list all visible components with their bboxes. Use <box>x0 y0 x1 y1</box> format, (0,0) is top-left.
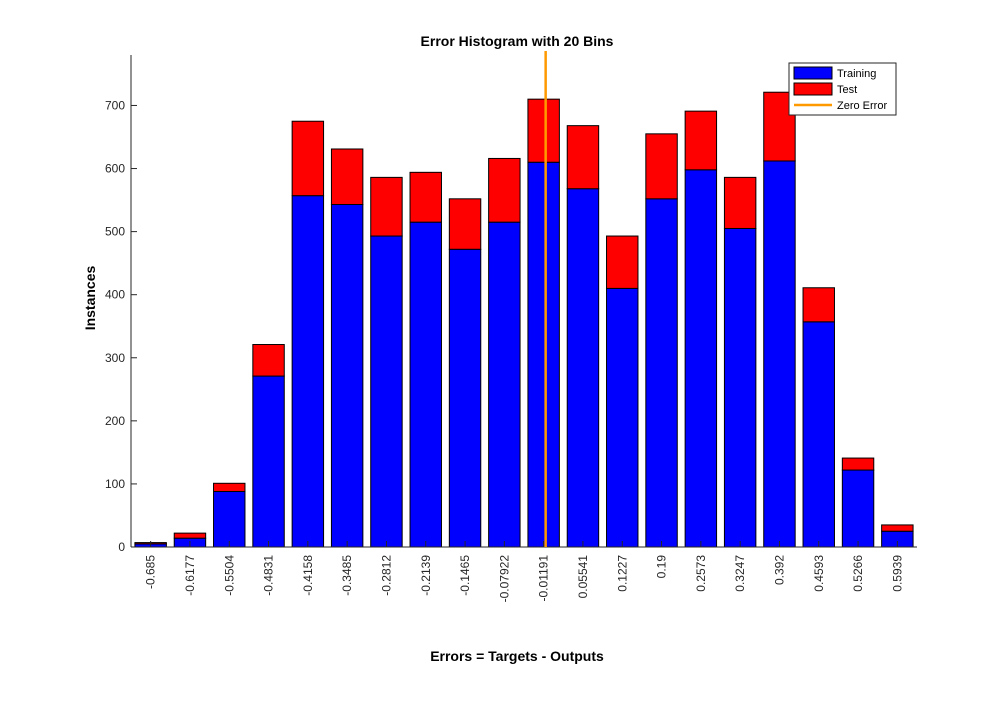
bar-test-9 <box>488 157 521 223</box>
x-tick-label-13: 0.19 <box>655 555 669 579</box>
bar-training-17 <box>802 321 835 548</box>
bar-test-19 <box>881 524 914 532</box>
y-tick-label-1: 100 <box>105 477 125 491</box>
chart-title: Error Histogram with 20 Bins <box>421 33 614 49</box>
bar-training-12 <box>606 287 639 548</box>
bar-test-12 <box>606 235 639 289</box>
bar-training-13 <box>645 198 678 548</box>
x-axis-label: Errors = Targets - Outputs <box>430 648 604 664</box>
x-tick-label-11: 0.05541 <box>576 555 590 599</box>
legend-swatch-training <box>793 66 833 80</box>
bar-test-11 <box>566 125 600 190</box>
bar-training-7 <box>409 221 442 548</box>
y-tick-label-2: 200 <box>105 414 125 428</box>
bar-training-6 <box>370 235 403 548</box>
bar-test-7 <box>409 171 442 223</box>
bar-training-18 <box>841 469 875 548</box>
x-tick-label-14: 0.2573 <box>694 555 708 592</box>
bar-test-10 <box>527 98 560 163</box>
bar-test-17 <box>802 287 835 323</box>
x-tick-label-18: 0.5266 <box>851 555 865 592</box>
x-tick-label-7: -0.2139 <box>419 555 433 596</box>
bar-test-13 <box>645 133 678 200</box>
bar-test-18 <box>841 457 875 471</box>
x-tick-label-16: 0.392 <box>772 555 786 585</box>
x-tick-label-8: -0.1465 <box>458 555 472 596</box>
bar-test-1 <box>173 532 207 539</box>
legend-label-training: Training <box>837 68 876 80</box>
x-tick-label-17: 0.4593 <box>812 555 826 592</box>
legend-label-test: Test <box>837 84 857 96</box>
bar-training-15 <box>723 227 757 548</box>
y-tick-label-4: 400 <box>105 288 125 302</box>
x-tick-label-15: 0.3247 <box>733 555 747 592</box>
bar-training-9 <box>488 221 521 548</box>
bar-training-16 <box>763 160 796 548</box>
bar-training-4 <box>291 195 325 548</box>
bar-training-2 <box>213 490 246 548</box>
bar-test-6 <box>370 176 403 237</box>
bar-training-11 <box>566 188 600 548</box>
y-axis-label: Instances <box>82 265 98 330</box>
bar-test-4 <box>291 120 325 197</box>
x-tick-label-19: 0.5939 <box>890 555 904 592</box>
legend: Training Test Zero Error <box>788 62 897 116</box>
bar-test-8 <box>448 198 482 250</box>
x-tick-label-9: -0.07922 <box>497 555 511 603</box>
x-tick-label-1: -0.6177 <box>183 555 197 596</box>
bar-test-3 <box>252 344 285 377</box>
x-tick-label-4: -0.4158 <box>301 555 315 596</box>
y-tick-label-5: 500 <box>105 225 125 239</box>
bar-test-2 <box>213 482 246 492</box>
bar-training-14 <box>684 169 718 548</box>
bar-training-3 <box>252 375 285 548</box>
plot-area: 0 100 200 300 400 500 600 700 -0.685 -0.6177 -0.55… <box>105 51 917 602</box>
x-tick-label-12: 0.1227 <box>615 555 629 592</box>
legend-swatch-test <box>793 82 833 96</box>
x-tick-label-10: -0.01191 <box>537 555 551 602</box>
x-tick-label-3: -0.4831 <box>262 555 276 596</box>
x-tick-label-0: -0.685 <box>144 555 158 589</box>
bar-test-5 <box>330 148 364 205</box>
x-tick-label-5: -0.3485 <box>340 555 354 596</box>
y-tick-label-7: 700 <box>105 98 125 112</box>
bar-test-14 <box>684 110 718 171</box>
x-tick-label-6: -0.2812 <box>379 555 393 596</box>
bar-training-5 <box>330 203 364 548</box>
legend-label-zero-error: Zero Error <box>837 100 887 112</box>
y-tick-label-0: 0 <box>118 540 125 554</box>
bar-training-10 <box>527 161 560 548</box>
bar-training-8 <box>448 248 482 548</box>
y-tick-label-3: 300 <box>105 351 125 365</box>
bar-test-15 <box>723 176 757 229</box>
y-tick-label-6: 600 <box>105 162 125 176</box>
x-tick-label-2: -0.5504 <box>222 555 236 596</box>
